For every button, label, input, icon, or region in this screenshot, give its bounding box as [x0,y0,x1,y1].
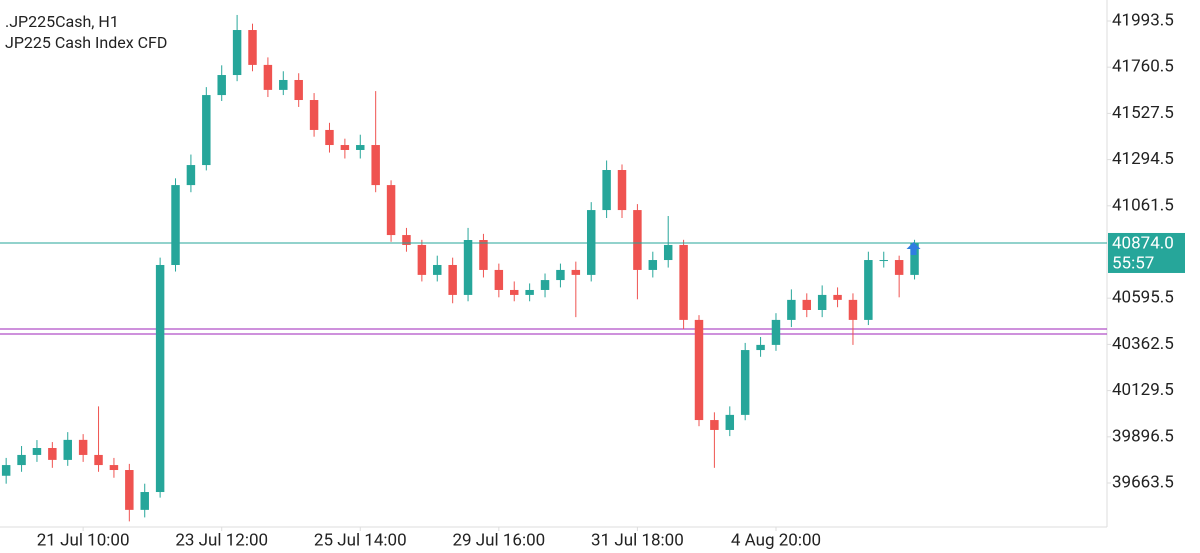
candle-body [879,260,888,262]
candle-body [833,294,842,300]
candle-body [309,100,319,130]
candle-body [617,170,627,211]
countdown-label: 55:57 [1112,253,1154,273]
y-tick-label: 39663.5 [1112,472,1174,492]
candle-body [740,350,750,415]
candle-body [756,344,765,351]
x-tick-label: 29 Jul 16:00 [452,530,545,550]
candle-body [463,240,473,295]
y-tick-label: 41760.5 [1112,57,1174,77]
x-tick-label: 25 Jul 14:00 [314,530,407,550]
candle-body [633,210,642,270]
y-tick-label: 41527.5 [1112,103,1174,123]
x-tick-label: 4 Aug 20:00 [731,530,821,550]
candle-body [448,264,457,295]
candle-body [171,185,180,265]
candle-body [910,242,919,275]
candle-body [433,264,442,275]
candle-body [356,145,365,150]
chart-title: .JP225Cash, H1 [5,12,119,31]
y-tick-label: 40595.5 [1112,288,1174,308]
candle-body [94,454,103,466]
candle-body [864,260,873,320]
candle-body [556,269,565,281]
candle-body [802,299,812,310]
candle-body [386,185,396,236]
y-tick-label: 41294.5 [1112,149,1174,169]
y-tick-label: 41061.5 [1112,195,1174,215]
last-price-box [1108,232,1185,273]
candle-body [848,299,858,320]
candle-body [140,492,149,510]
candle-body [771,319,781,345]
candle-body [248,30,257,65]
candle-body [1,465,11,476]
x-tick-label: 31 Jul 18:00 [591,530,684,550]
candle-body [232,30,242,76]
candle-body [817,294,827,310]
candle-body [725,414,735,430]
candle-body [17,454,26,466]
candle-body [78,439,88,455]
candle-body [294,79,303,101]
candle-body [263,64,273,90]
candle-body [694,319,704,421]
candle-body [217,75,226,96]
candle-body [571,269,581,275]
candle-body [325,129,334,146]
candle-body [109,465,119,471]
candle-body [371,145,380,186]
candle-body [663,244,673,261]
candle-body [202,95,211,166]
candle-body [48,448,57,460]
candle-body [479,240,488,270]
candle-body [602,170,611,211]
candle-body [787,299,796,320]
candle-body [679,244,688,320]
y-tick-label: 40129.5 [1112,380,1174,400]
candle-body [125,470,134,510]
candle-body [417,244,427,275]
last-price-label: 40874.0 [1112,233,1174,253]
candle-body [540,280,550,290]
chart-subtitle: JP225 Cash Index CFD [5,33,167,52]
candle-body [648,260,658,270]
candle-body [710,420,719,430]
candle-body [32,448,42,455]
candle-body [186,165,196,186]
x-tick-label: 21 Jul 10:00 [37,530,130,550]
candle-body [894,260,904,275]
x-tick-label: 23 Jul 12:00 [175,530,268,550]
y-tick-label: 39896.5 [1112,426,1174,446]
candle-body [402,235,411,245]
candle-body [279,79,288,90]
candle-body [340,145,350,150]
y-tick-label: 41993.5 [1112,10,1174,30]
trade-arrow [906,241,921,255]
candle-body [510,289,519,295]
candle-body [494,269,504,290]
candle-body [155,264,165,493]
candle-body [525,289,534,295]
y-tick-label: 40362.5 [1112,334,1174,354]
candle-body [63,439,72,460]
